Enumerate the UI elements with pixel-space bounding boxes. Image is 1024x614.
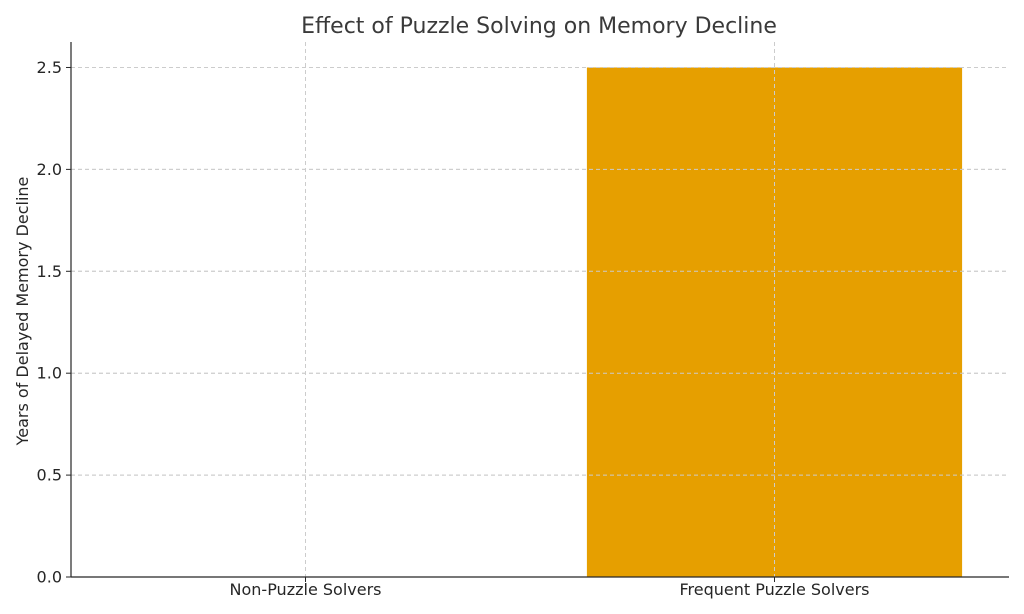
y-axis-label: Years of Delayed Memory Decline — [13, 177, 32, 447]
x-tick-label: Frequent Puzzle Solvers — [679, 580, 869, 599]
y-tick-label: 1.0 — [37, 364, 62, 383]
axes-layer: 0.0 0.5 1.0 1.5 2.0 2.5 Non-Puzzle Solvers Freq… — [37, 42, 1009, 599]
chart-title: Effect of Puzzle Solving on Memory Decli… — [301, 14, 777, 39]
y-tick-label: 0.0 — [37, 568, 62, 587]
y-tick-label: 2.0 — [37, 160, 62, 179]
y-tick-label: 1.5 — [37, 262, 62, 281]
y-tick-label: 0.5 — [37, 466, 62, 485]
x-tick-label: Non-Puzzle Solvers — [230, 580, 382, 599]
bars-layer — [71, 42, 1009, 578]
y-tick-label: 2.5 — [37, 58, 62, 77]
